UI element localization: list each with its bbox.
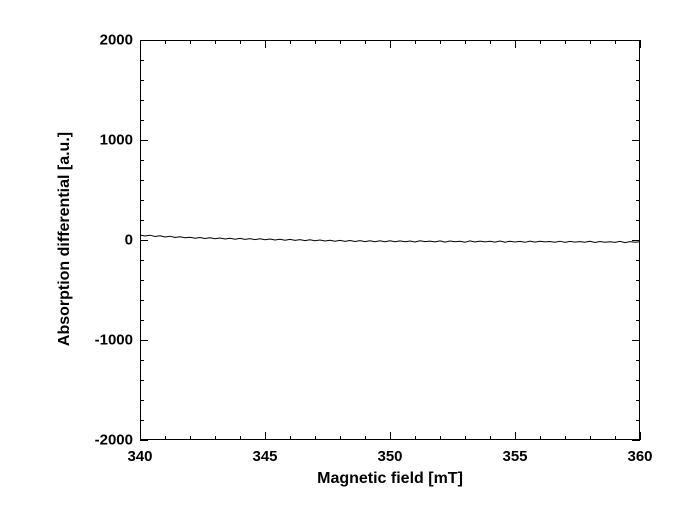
tick xyxy=(640,40,641,48)
tick xyxy=(636,200,640,201)
x-axis-label: Magnetic field [mT] xyxy=(140,470,640,488)
tick-label: -1000 xyxy=(85,332,133,349)
tick xyxy=(636,260,640,261)
tick-label: -2000 xyxy=(85,432,133,449)
tick xyxy=(540,40,541,44)
tick-label: 355 xyxy=(502,448,527,465)
tick xyxy=(365,40,366,44)
tick-label: 1000 xyxy=(85,132,133,149)
tick xyxy=(140,340,148,341)
tick xyxy=(265,40,266,48)
series-line xyxy=(140,235,640,243)
tick xyxy=(215,40,216,44)
tick xyxy=(140,420,144,421)
tick xyxy=(632,140,640,141)
tick xyxy=(165,40,166,44)
tick xyxy=(415,436,416,440)
tick xyxy=(140,280,144,281)
tick xyxy=(140,432,141,440)
tick xyxy=(140,360,144,361)
tick-label: 360 xyxy=(627,448,652,465)
tick xyxy=(340,40,341,44)
tick xyxy=(415,40,416,44)
tick xyxy=(632,40,640,41)
tick xyxy=(636,360,640,361)
tick xyxy=(390,40,391,48)
tick-label: 345 xyxy=(252,448,277,465)
tick xyxy=(265,432,266,440)
tick xyxy=(140,80,144,81)
tick xyxy=(340,436,341,440)
tick xyxy=(565,40,566,44)
tick xyxy=(290,436,291,440)
tick xyxy=(140,380,144,381)
tick xyxy=(465,436,466,440)
tick xyxy=(636,300,640,301)
y-axis-label: Absorption differential [a.u.] xyxy=(56,124,74,354)
tick xyxy=(640,432,641,440)
tick xyxy=(215,436,216,440)
tick xyxy=(565,436,566,440)
tick xyxy=(240,40,241,44)
tick xyxy=(140,120,144,121)
tick xyxy=(165,436,166,440)
tick xyxy=(636,180,640,181)
tick xyxy=(140,40,141,48)
tick xyxy=(140,60,144,61)
tick xyxy=(315,40,316,44)
tick xyxy=(465,40,466,44)
tick xyxy=(140,240,148,241)
tick xyxy=(615,40,616,44)
tick xyxy=(632,440,640,441)
tick xyxy=(636,80,640,81)
tick xyxy=(140,440,148,441)
tick xyxy=(636,320,640,321)
chart-container: 340 345 350 355 360 -2000 -1000 0 1000 2000 Absor… xyxy=(40,20,660,500)
tick xyxy=(140,40,148,41)
tick xyxy=(240,436,241,440)
tick xyxy=(636,160,640,161)
tick xyxy=(590,40,591,44)
tick xyxy=(590,436,591,440)
tick xyxy=(632,240,640,241)
tick-label: 0 xyxy=(85,232,133,249)
tick xyxy=(140,220,144,221)
tick xyxy=(440,436,441,440)
tick xyxy=(440,40,441,44)
tick xyxy=(636,60,640,61)
tick xyxy=(290,40,291,44)
tick xyxy=(636,220,640,221)
tick xyxy=(140,100,144,101)
tick-label: 340 xyxy=(127,448,152,465)
tick xyxy=(140,400,144,401)
tick xyxy=(190,436,191,440)
tick xyxy=(490,436,491,440)
tick xyxy=(140,180,144,181)
tick xyxy=(365,436,366,440)
tick xyxy=(636,280,640,281)
tick xyxy=(636,400,640,401)
tick xyxy=(515,432,516,440)
tick xyxy=(636,100,640,101)
tick xyxy=(315,436,316,440)
tick-label: 2000 xyxy=(85,32,133,49)
tick xyxy=(140,300,144,301)
tick xyxy=(490,40,491,44)
tick xyxy=(140,140,148,141)
tick xyxy=(390,432,391,440)
tick xyxy=(140,200,144,201)
tick xyxy=(540,436,541,440)
tick-label: 350 xyxy=(377,448,402,465)
tick xyxy=(515,40,516,48)
tick xyxy=(190,40,191,44)
tick xyxy=(140,160,144,161)
tick xyxy=(636,120,640,121)
tick xyxy=(636,380,640,381)
tick xyxy=(140,320,144,321)
tick xyxy=(636,420,640,421)
data-line xyxy=(140,40,640,440)
tick xyxy=(615,436,616,440)
tick xyxy=(140,260,144,261)
tick xyxy=(632,340,640,341)
